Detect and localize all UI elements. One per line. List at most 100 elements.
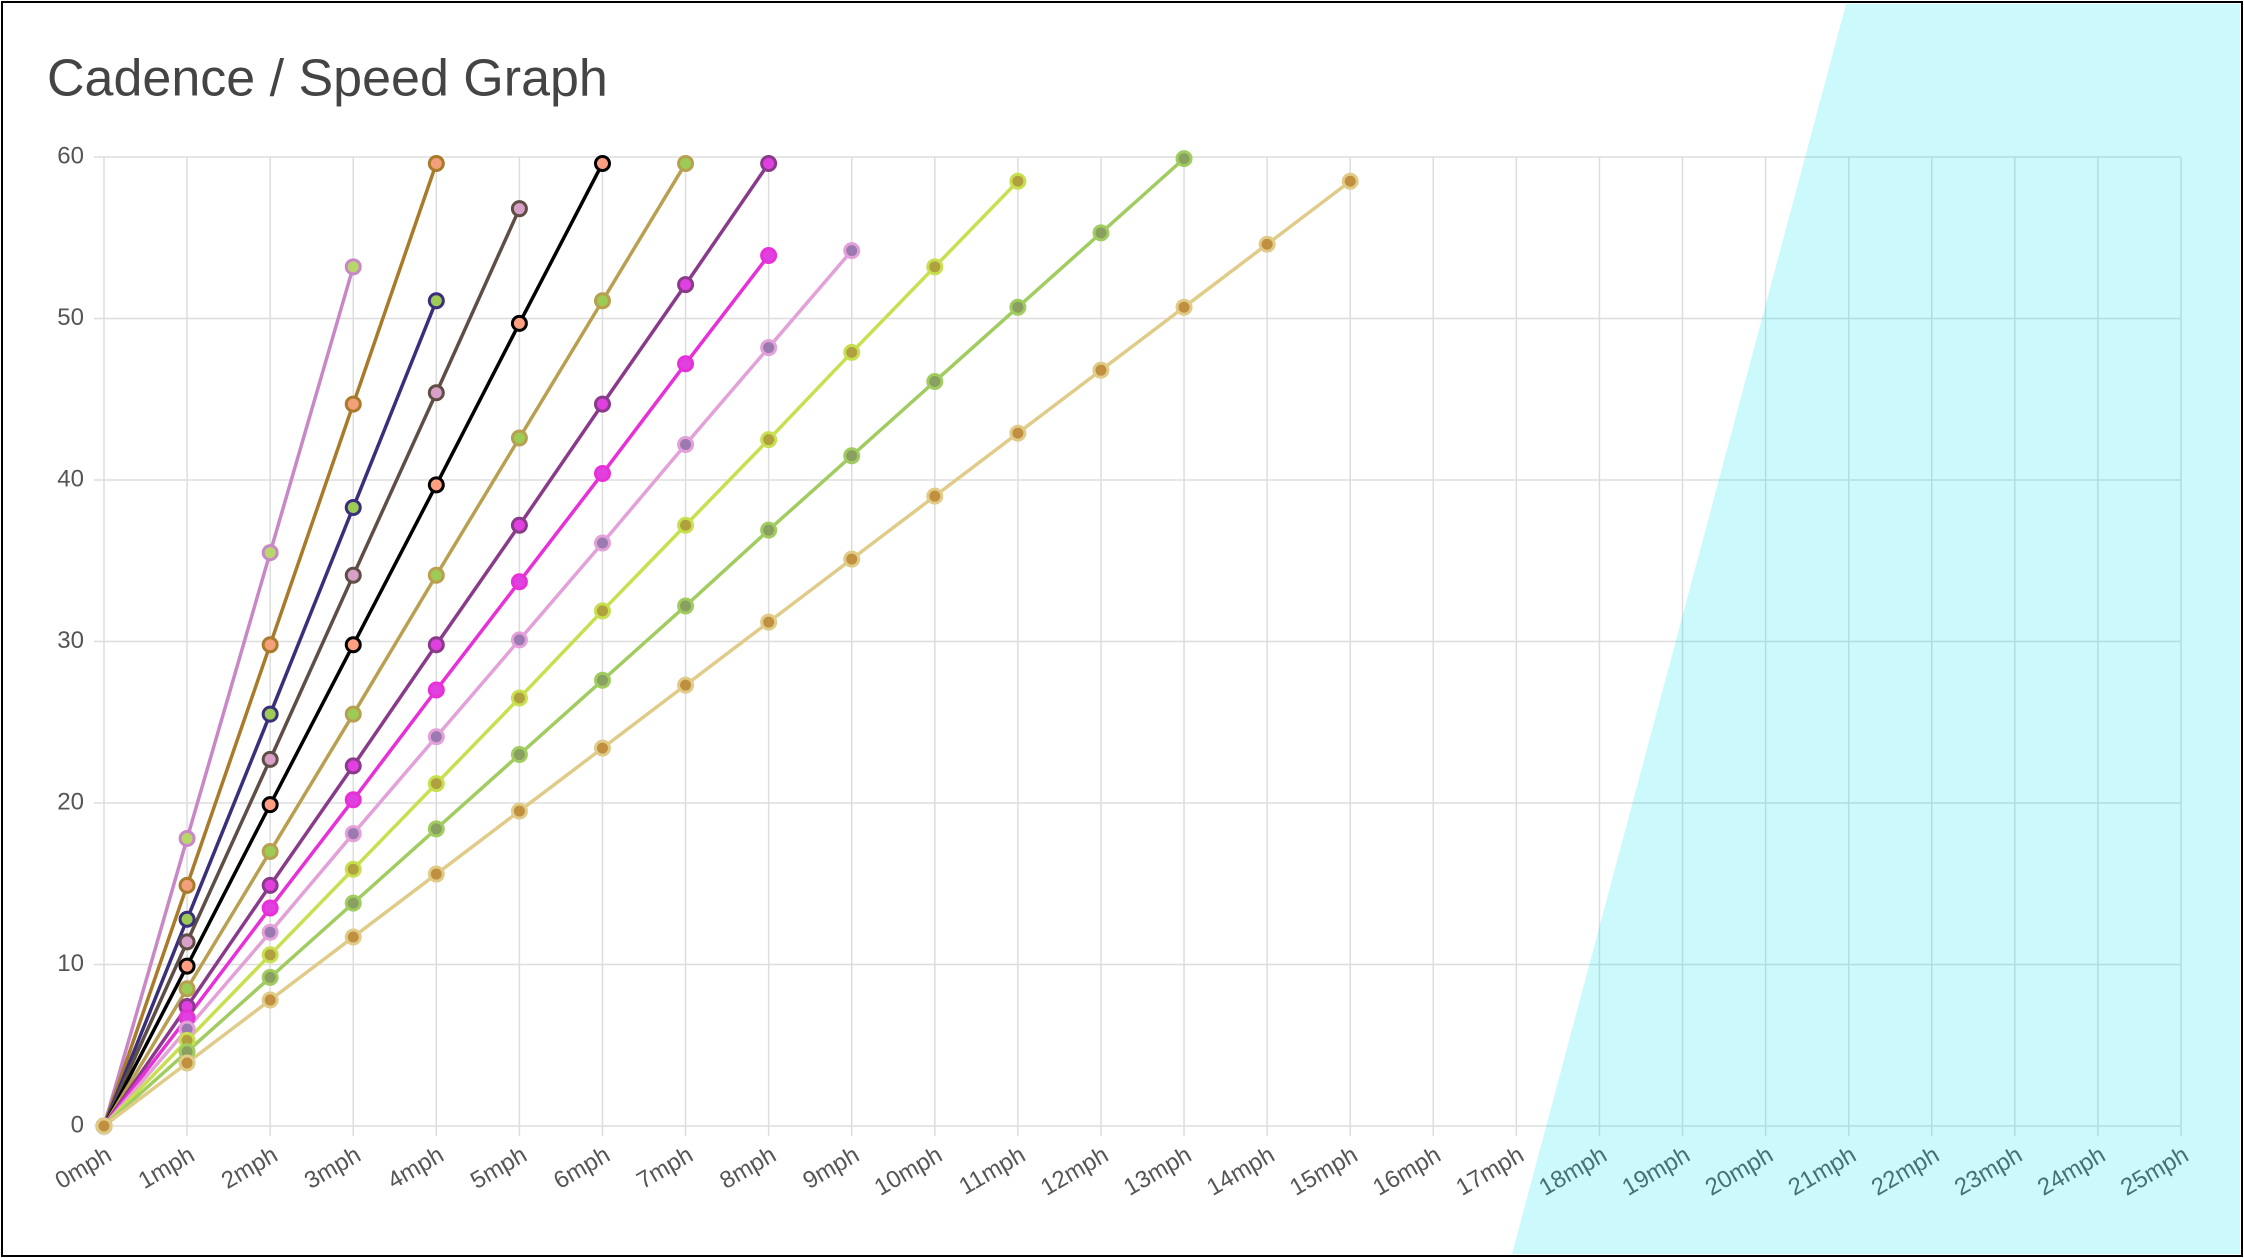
data-point — [344, 498, 362, 516]
data-point — [510, 746, 528, 764]
data-point — [677, 154, 695, 172]
data-point — [510, 200, 528, 218]
series-line — [102, 162, 688, 1127]
chart-title: Cadence / Speed Graph — [47, 50, 608, 108]
data-point — [593, 395, 611, 413]
data-point — [344, 791, 362, 809]
data-point — [510, 631, 528, 649]
series-line — [102, 207, 521, 1127]
data-point — [261, 705, 279, 723]
data-point — [510, 573, 528, 591]
data-point — [427, 476, 445, 494]
data-point — [593, 739, 611, 757]
data-point — [427, 865, 445, 883]
series-line — [102, 266, 355, 1127]
data-point — [261, 796, 279, 814]
data-point — [261, 544, 279, 562]
data-point — [344, 825, 362, 843]
data-point — [427, 775, 445, 793]
data-point — [1092, 361, 1110, 379]
data-point — [427, 154, 445, 172]
data-point — [95, 1117, 113, 1135]
plot — [95, 150, 1359, 1135]
data-point — [261, 923, 279, 941]
data-point — [344, 928, 362, 946]
overlay — [1512, 4, 2240, 1254]
series-line — [102, 157, 1186, 1128]
data-point — [344, 860, 362, 878]
data-point — [261, 636, 279, 654]
data-point — [760, 431, 778, 449]
data-point — [510, 314, 528, 332]
data-point — [178, 1054, 196, 1072]
y-tick-label: 50 — [57, 304, 84, 331]
data-point — [1175, 150, 1193, 168]
data-point — [926, 258, 944, 276]
series-line — [102, 180, 1020, 1128]
y-tick-label: 60 — [57, 142, 84, 169]
data-point — [344, 395, 362, 413]
data-point — [593, 602, 611, 620]
data-point — [760, 613, 778, 631]
data-point — [843, 343, 861, 361]
data-point — [1175, 298, 1193, 316]
data-point — [261, 750, 279, 768]
data-point — [427, 728, 445, 746]
data-point — [1341, 172, 1359, 190]
data-point — [178, 957, 196, 975]
data-point — [1009, 424, 1027, 442]
data-point — [1009, 298, 1027, 316]
data-point — [344, 757, 362, 775]
data-point — [677, 676, 695, 694]
y-tick-label: 20 — [57, 788, 84, 815]
data-point — [427, 636, 445, 654]
data-point — [1092, 224, 1110, 242]
data-point — [261, 968, 279, 986]
data-point — [344, 566, 362, 584]
series-line — [102, 179, 1352, 1128]
data-point — [677, 435, 695, 453]
data-point — [843, 242, 861, 260]
data-point — [510, 689, 528, 707]
data-point — [178, 980, 196, 998]
data-point — [178, 933, 196, 951]
data-point — [261, 842, 279, 860]
data-point — [593, 154, 611, 172]
data-point — [344, 705, 362, 723]
data-point — [593, 534, 611, 552]
data-point — [510, 429, 528, 447]
data-point — [344, 894, 362, 912]
data-point — [344, 636, 362, 654]
data-point — [261, 991, 279, 1009]
data-point — [427, 820, 445, 838]
data-point — [926, 487, 944, 505]
data-point — [261, 876, 279, 894]
data-point — [677, 355, 695, 373]
data-point — [427, 292, 445, 310]
data-point — [1258, 235, 1276, 253]
data-point — [843, 447, 861, 465]
data-point — [427, 384, 445, 402]
data-point — [510, 802, 528, 820]
data-point — [427, 681, 445, 699]
y-tick-label: 10 — [57, 950, 84, 977]
y-tick-label: 40 — [57, 465, 84, 492]
data-point — [510, 516, 528, 534]
data-point — [677, 597, 695, 615]
series-line — [102, 249, 854, 1128]
data-point — [178, 830, 196, 848]
data-point — [677, 276, 695, 294]
data-point — [593, 292, 611, 310]
data-point — [178, 910, 196, 928]
data-point — [843, 550, 861, 568]
y-tick-label: 30 — [57, 627, 84, 654]
data-point — [760, 247, 778, 265]
data-point — [760, 154, 778, 172]
y-tick-label: 0 — [71, 1111, 84, 1138]
data-point — [261, 899, 279, 917]
data-point — [261, 946, 279, 964]
